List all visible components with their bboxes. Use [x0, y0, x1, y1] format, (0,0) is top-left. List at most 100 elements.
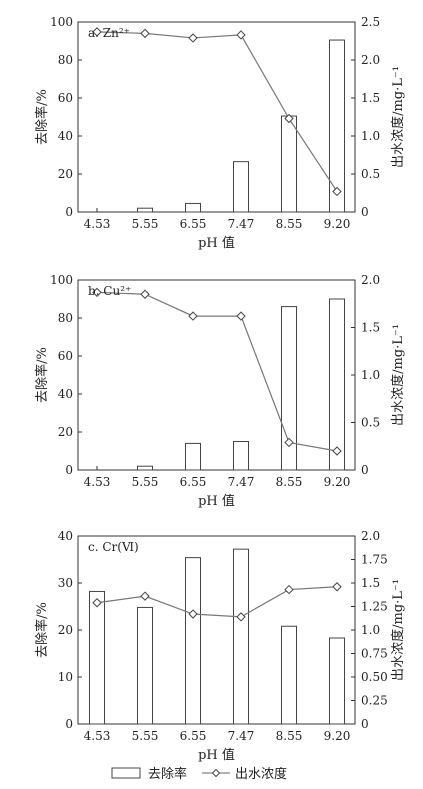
left-axis-label: 去除率/%	[34, 602, 50, 658]
bar	[281, 625, 297, 725]
x-tick-label: 4.53	[84, 217, 111, 231]
bar	[233, 548, 249, 725]
left-tick-label: 40	[58, 387, 73, 401]
left-tick-label: 100	[50, 273, 73, 287]
bar	[137, 207, 153, 213]
right-tick-label: 1.0	[361, 623, 380, 637]
plot-frame	[77, 21, 356, 213]
x-tick-label: 7.47	[228, 729, 255, 743]
legend-bar-label: 去除率	[148, 766, 187, 782]
left-tick-label: 20	[58, 425, 73, 439]
x-tick-label: 8.55	[276, 729, 303, 743]
left-tick-label: 100	[50, 15, 73, 29]
x-tick-label: 9.20	[324, 475, 351, 489]
bar	[233, 161, 249, 213]
right-tick-label: 0.50	[361, 670, 388, 684]
right-tick-label: 2.5	[361, 15, 380, 29]
bar	[281, 115, 297, 213]
concentration-line	[96, 31, 338, 192]
line-point	[140, 28, 150, 39]
x-tick-label: 7.47	[228, 217, 255, 231]
x-tick-label: 5.55	[132, 217, 159, 231]
plot-frame	[77, 535, 356, 725]
x-tick-label: 8.55	[276, 475, 303, 489]
right-tick-label: 0.25	[361, 694, 388, 708]
x-tick-label: 8.55	[276, 217, 303, 231]
right-tick-label: 0	[361, 463, 369, 477]
right-tick-label: 0	[361, 717, 369, 731]
line-point	[140, 289, 150, 299]
bar	[329, 39, 345, 213]
bar	[137, 606, 153, 725]
left-tick-label: 0	[65, 205, 73, 219]
line-point	[92, 598, 102, 608]
legend: 去除率 出水浓度	[111, 766, 287, 782]
line-point	[332, 446, 342, 456]
bar	[185, 202, 201, 213]
x-tick-label: 5.55	[132, 729, 159, 743]
left-tick-label: 40	[58, 529, 73, 543]
x-tick-label: 4.53	[84, 729, 111, 743]
right-tick-label: 1.5	[361, 91, 380, 105]
legend-line-marker	[211, 768, 221, 778]
bar	[281, 306, 297, 471]
left-tick-label: 60	[58, 349, 73, 363]
x-tick-label: 6.55	[180, 729, 207, 743]
concentration-line	[96, 586, 338, 618]
left-tick-label: 0	[65, 463, 73, 477]
right-tick-label: 0	[361, 205, 369, 219]
line-point	[284, 437, 294, 448]
right-tick-label: 0.5	[361, 416, 380, 430]
right-tick-label: 2.0	[361, 273, 380, 287]
bar	[329, 298, 345, 471]
left-tick-label: 0	[65, 717, 73, 731]
bar	[137, 465, 153, 471]
line-point	[188, 33, 198, 43]
chart-panel-2: 0 20 40 60 80 100 0 0.5 1.0 1.5 2.0 4.53 5.55 6.55 7.4…	[34, 273, 406, 509]
x-tick-label: 9.20	[324, 217, 351, 231]
line-point	[92, 27, 102, 37]
left-tick-label: 20	[58, 623, 73, 637]
line-point	[140, 591, 150, 601]
bar	[329, 637, 345, 725]
line-point	[236, 311, 246, 321]
right-tick-label: 2.0	[361, 53, 380, 67]
right-tick-label: 1.0	[361, 368, 380, 382]
right-tick-label: 1.0	[361, 129, 380, 143]
plot-frame	[77, 279, 356, 471]
panel-label: a. Zn²⁺	[88, 26, 130, 40]
line-point	[284, 113, 294, 124]
left-axis-label: 去除率/%	[34, 347, 50, 403]
line-point	[236, 30, 246, 40]
panel-label: b. Cu²⁺	[88, 284, 131, 298]
right-tick-label: 0.75	[361, 647, 388, 661]
panel-label: c. Cr(Ⅵ)	[88, 540, 139, 554]
x-tick-label: 7.47	[228, 475, 255, 489]
legend-bar-swatch	[111, 767, 141, 779]
left-tick-label: 10	[58, 670, 73, 684]
line-point	[236, 612, 246, 622]
bar	[89, 590, 105, 725]
x-tick-label: 9.20	[324, 729, 351, 743]
right-axis-label: 出水浓度/mg·L⁻¹	[390, 66, 406, 168]
x-tick-label: 6.55	[180, 217, 207, 231]
right-axis-label: 出水浓度/mg·L⁻¹	[390, 579, 406, 681]
line-point	[188, 311, 198, 321]
line-point	[92, 287, 102, 298]
left-tick-label: 30	[58, 576, 73, 590]
left-axis-label: 去除率/%	[34, 89, 50, 145]
left-tick-label: 60	[58, 91, 73, 105]
x-axis-label: pH 值	[198, 747, 235, 763]
chart-panel-3: 0 10 20 30 40 0 0.25 0.50 0.75 1.0 1.25 1.5 1.75 2.0 4…	[34, 529, 406, 763]
right-tick-label: 1.5	[361, 321, 380, 335]
x-axis-label: pH 值	[198, 493, 235, 509]
bar	[233, 441, 249, 471]
left-tick-label: 20	[58, 167, 73, 181]
right-tick-label: 1.75	[361, 553, 388, 567]
line-point	[284, 584, 294, 595]
bar	[185, 557, 201, 725]
x-tick-label: 4.53	[84, 475, 111, 489]
line-point	[332, 582, 342, 592]
left-tick-label: 40	[58, 129, 73, 143]
